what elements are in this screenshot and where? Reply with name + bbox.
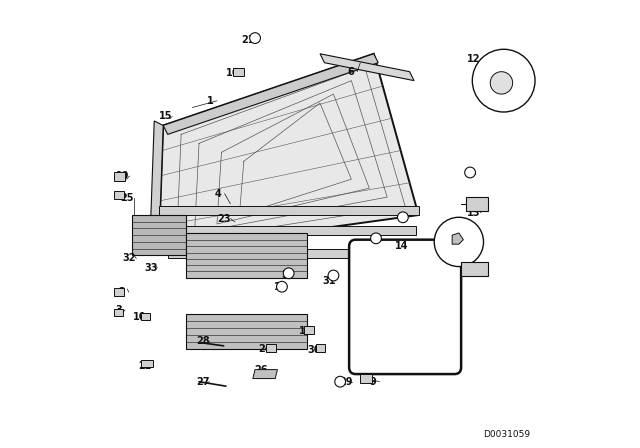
- Polygon shape: [320, 54, 414, 81]
- Polygon shape: [461, 262, 488, 276]
- Text: 20: 20: [465, 265, 479, 275]
- Polygon shape: [253, 370, 278, 379]
- Circle shape: [250, 33, 260, 43]
- Polygon shape: [316, 344, 325, 352]
- Polygon shape: [305, 326, 314, 334]
- Text: 18: 18: [440, 227, 453, 237]
- Text: 22: 22: [138, 361, 152, 371]
- Text: 31: 31: [322, 276, 336, 286]
- Text: 25: 25: [120, 193, 134, 203]
- Text: 24: 24: [259, 345, 272, 354]
- Circle shape: [472, 49, 535, 112]
- Polygon shape: [186, 314, 307, 349]
- Polygon shape: [452, 233, 463, 244]
- Text: 17: 17: [275, 282, 288, 292]
- Polygon shape: [141, 360, 154, 367]
- Circle shape: [435, 217, 484, 267]
- Text: 2: 2: [118, 287, 125, 297]
- Circle shape: [371, 233, 381, 244]
- Text: 11: 11: [299, 326, 312, 336]
- Circle shape: [276, 281, 287, 292]
- Polygon shape: [186, 233, 307, 278]
- Text: 29: 29: [339, 377, 352, 387]
- Text: 3: 3: [115, 305, 122, 315]
- Polygon shape: [466, 197, 488, 211]
- Text: 27: 27: [196, 377, 209, 387]
- Polygon shape: [150, 121, 163, 251]
- Circle shape: [490, 72, 513, 94]
- Text: 5: 5: [281, 270, 287, 280]
- Circle shape: [465, 167, 476, 178]
- Polygon shape: [141, 313, 150, 320]
- Text: 10: 10: [133, 312, 147, 322]
- Circle shape: [397, 212, 408, 223]
- Text: 13: 13: [467, 208, 481, 218]
- Text: 28: 28: [196, 336, 209, 346]
- Polygon shape: [114, 288, 124, 296]
- Text: 26: 26: [254, 366, 268, 375]
- Text: 16: 16: [226, 68, 239, 78]
- FancyBboxPatch shape: [349, 240, 461, 374]
- Polygon shape: [163, 226, 417, 235]
- Text: 23: 23: [217, 214, 230, 224]
- Text: 4: 4: [214, 189, 221, 198]
- Text: 15: 15: [159, 112, 172, 121]
- Polygon shape: [163, 54, 378, 134]
- Text: 33: 33: [144, 263, 157, 273]
- Polygon shape: [114, 191, 124, 199]
- Text: 21: 21: [241, 35, 255, 45]
- Polygon shape: [132, 215, 186, 255]
- Circle shape: [284, 268, 294, 279]
- Text: 6: 6: [347, 67, 354, 77]
- Text: 14: 14: [395, 241, 408, 251]
- Text: 19: 19: [116, 171, 130, 181]
- Circle shape: [335, 376, 346, 387]
- Text: 9: 9: [369, 377, 376, 387]
- Polygon shape: [360, 374, 371, 383]
- Polygon shape: [168, 249, 414, 258]
- Polygon shape: [159, 54, 419, 251]
- Polygon shape: [114, 309, 123, 316]
- Circle shape: [328, 270, 339, 281]
- Text: 1: 1: [207, 96, 214, 106]
- Polygon shape: [233, 68, 244, 76]
- Polygon shape: [266, 344, 276, 352]
- Text: 32: 32: [123, 254, 136, 263]
- Text: 7: 7: [465, 170, 472, 180]
- Text: 8: 8: [397, 213, 404, 223]
- Text: 30: 30: [308, 345, 321, 355]
- Text: 12: 12: [467, 54, 481, 64]
- Text: D0031059: D0031059: [483, 430, 531, 439]
- Polygon shape: [159, 206, 419, 215]
- Polygon shape: [114, 172, 125, 181]
